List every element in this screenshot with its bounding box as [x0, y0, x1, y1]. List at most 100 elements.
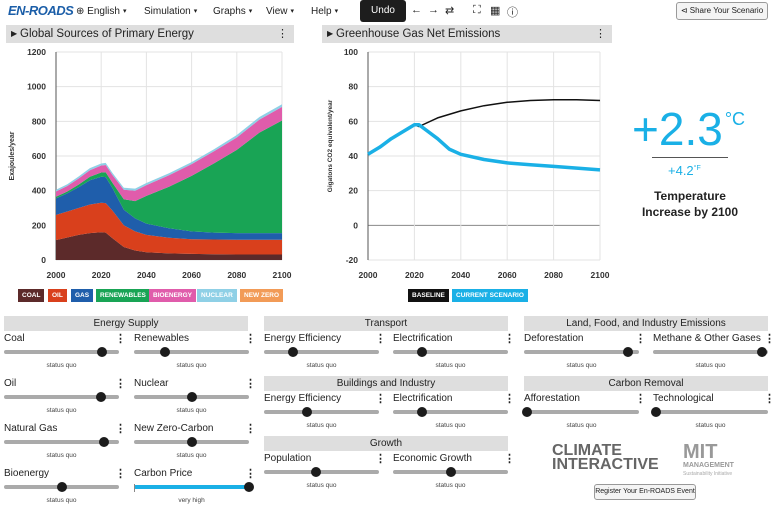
more-options-icon[interactable]: ⋮	[375, 333, 386, 345]
redo-arrow-icon[interactable]: →	[428, 4, 439, 16]
legend-baseline: BASELINE	[408, 289, 449, 302]
more-options-icon[interactable]: ⋮	[115, 333, 126, 345]
area-coal	[56, 232, 282, 260]
slider-track[interactable]	[4, 440, 119, 444]
slider-knob[interactable]	[522, 407, 533, 417]
slider-track[interactable]	[134, 350, 249, 354]
energy-panel-header[interactable]: ▶ Global Sources of Primary Energy ⋮	[6, 25, 294, 43]
view-menu[interactable]: View ▾	[266, 6, 294, 17]
more-options-icon[interactable]: ⋮	[635, 333, 646, 345]
slider-track[interactable]	[264, 350, 379, 354]
more-options-icon[interactable]: ⋮	[245, 468, 256, 480]
more-options-icon[interactable]: ⋮	[764, 333, 775, 345]
slider-label: Technological	[653, 393, 714, 404]
more-options-icon[interactable]: ⋮	[595, 28, 606, 40]
y-tick-label: 1000	[27, 82, 46, 92]
more-options-icon[interactable]: ⋮	[245, 423, 256, 435]
x-tick-label: 2020	[92, 270, 111, 280]
more-options-icon[interactable]: ⋮	[245, 378, 256, 390]
slider-label: Deforestation	[524, 333, 584, 344]
temperature-celsius-value: +2.3	[632, 103, 723, 155]
slider-status: status quo	[46, 407, 77, 414]
mit-sustainability-label: Sustainability Initiative	[683, 471, 733, 477]
undo-button[interactable]: Undo	[360, 0, 406, 22]
more-options-icon[interactable]: ⋮	[635, 393, 646, 405]
legend-bioenergy: BIOENERGY	[149, 289, 197, 302]
slider-track[interactable]	[524, 410, 639, 414]
more-options-icon[interactable]: ⋮	[115, 468, 126, 480]
slider-knob[interactable]	[651, 407, 662, 417]
slider-label: Economic Growth	[393, 453, 472, 464]
slider-status: status quo	[46, 452, 77, 459]
slider-track[interactable]	[393, 410, 508, 414]
slider-knob[interactable]	[186, 392, 197, 402]
y-tick-label: 100	[344, 47, 358, 57]
x-tick-label: 2080	[544, 270, 563, 280]
legend-oil: OIL	[48, 289, 67, 302]
slider-knob[interactable]	[416, 407, 427, 417]
emissions-panel-header[interactable]: ▶ Greenhouse Gas Net Emissions ⋮	[322, 25, 612, 43]
slider-track[interactable]	[264, 410, 379, 414]
slider-track[interactable]	[4, 395, 119, 399]
more-options-icon[interactable]: ⋮	[375, 393, 386, 405]
fullscreen-icon[interactable]: ⛶	[473, 4, 481, 16]
y-tick-label: 600	[32, 151, 46, 161]
temperature-divider	[652, 157, 728, 158]
more-options-icon[interactable]: ⋮	[504, 453, 515, 465]
slider-label: Afforestation	[524, 393, 580, 404]
more-options-icon[interactable]: ⋮	[115, 378, 126, 390]
climate-interactive-logo[interactable]: CLIMATE INTERACTIVE	[552, 442, 659, 473]
slider-knob[interactable]	[622, 347, 633, 357]
slider-label: New Zero-Carbon	[134, 423, 214, 434]
slider-track[interactable]	[524, 350, 639, 354]
slider-label: Bioenergy	[4, 468, 50, 479]
slider-knob[interactable]	[244, 482, 254, 492]
slider-knob[interactable]	[445, 467, 456, 477]
x-tick-label: 2040	[451, 270, 470, 280]
language-menu[interactable]: ⊕ English ▾	[76, 6, 127, 17]
slider-status: very high	[178, 497, 205, 504]
more-options-icon[interactable]: ⋮	[375, 453, 386, 465]
table-icon[interactable]: ▦	[490, 5, 501, 17]
graphs-menu[interactable]: Graphs ▾	[213, 6, 252, 17]
slider-knob[interactable]	[96, 347, 107, 357]
more-options-icon[interactable]: ⋮	[277, 28, 288, 40]
slider-track[interactable]	[393, 350, 508, 354]
mit-logo[interactable]: MIT	[683, 441, 718, 463]
refresh-icon[interactable]: ⇄	[445, 5, 455, 17]
en-roads-logo[interactable]: EN-ROADS	[8, 3, 74, 18]
slider-knob[interactable]	[310, 467, 321, 477]
register-event-button[interactable]: Register Your En-ROADS Event	[594, 484, 696, 500]
info-icon[interactable]: ⓘ	[507, 7, 518, 19]
slider-track[interactable]	[264, 470, 379, 474]
share-scenario-button[interactable]: ⊲ Share Your Scenario	[676, 2, 768, 20]
slider-knob[interactable]	[56, 482, 67, 492]
slider-knob[interactable]	[757, 347, 768, 357]
chevron-down-icon: ▾	[334, 8, 339, 15]
slider-knob[interactable]	[416, 347, 427, 357]
simulation-menu[interactable]: Simulation ▾	[144, 6, 197, 17]
slider-knob[interactable]	[99, 437, 110, 447]
help-menu[interactable]: Help ▾	[311, 6, 338, 17]
more-options-icon[interactable]: ⋮	[115, 423, 126, 435]
slider-knob[interactable]	[160, 347, 171, 357]
y-axis-label: Gigatons CO2 equivalent/year	[327, 99, 334, 192]
slider-track[interactable]	[653, 350, 768, 354]
more-options-icon[interactable]: ⋮	[504, 393, 515, 405]
slider-knob[interactable]	[186, 437, 197, 447]
energy-panel-title: Global Sources of Primary Energy	[20, 28, 194, 40]
slider-knob[interactable]	[287, 347, 298, 357]
celsius-unit: °C	[724, 109, 746, 129]
more-options-icon[interactable]: ⋮	[245, 333, 256, 345]
x-tick-label: 2060	[498, 270, 517, 280]
share-icon: ⊲	[680, 6, 690, 15]
slider-track[interactable]	[4, 350, 119, 354]
more-options-icon[interactable]: ⋮	[764, 393, 775, 405]
more-options-icon[interactable]: ⋮	[504, 333, 515, 345]
slider-knob[interactable]	[301, 407, 312, 417]
slider-knob[interactable]	[95, 392, 106, 402]
chevron-down-icon: ▾	[122, 8, 127, 15]
slider-track[interactable]	[653, 410, 768, 414]
undo-arrow-icon[interactable]: ←	[411, 4, 422, 16]
slider-label: Natural Gas	[4, 423, 58, 434]
